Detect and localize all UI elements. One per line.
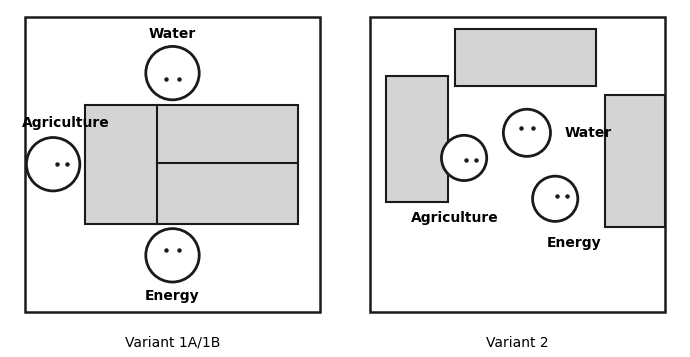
Text: Agriculture: Agriculture bbox=[411, 211, 499, 225]
Bar bbox=[85, 105, 298, 224]
Text: Agriculture: Agriculture bbox=[21, 116, 110, 130]
Text: Water: Water bbox=[564, 126, 612, 140]
Circle shape bbox=[146, 228, 199, 282]
Bar bbox=[386, 76, 448, 202]
Circle shape bbox=[533, 176, 578, 221]
Circle shape bbox=[146, 46, 199, 100]
Circle shape bbox=[442, 135, 486, 181]
Text: Water: Water bbox=[149, 27, 196, 41]
Text: Variant 1A/1B: Variant 1A/1B bbox=[125, 336, 220, 350]
Circle shape bbox=[26, 137, 80, 191]
Bar bbox=[455, 29, 596, 86]
Text: Variant 2: Variant 2 bbox=[486, 336, 549, 350]
Text: Energy: Energy bbox=[145, 289, 200, 303]
Bar bbox=[605, 95, 665, 227]
Circle shape bbox=[504, 109, 551, 156]
Text: Energy: Energy bbox=[546, 236, 602, 250]
